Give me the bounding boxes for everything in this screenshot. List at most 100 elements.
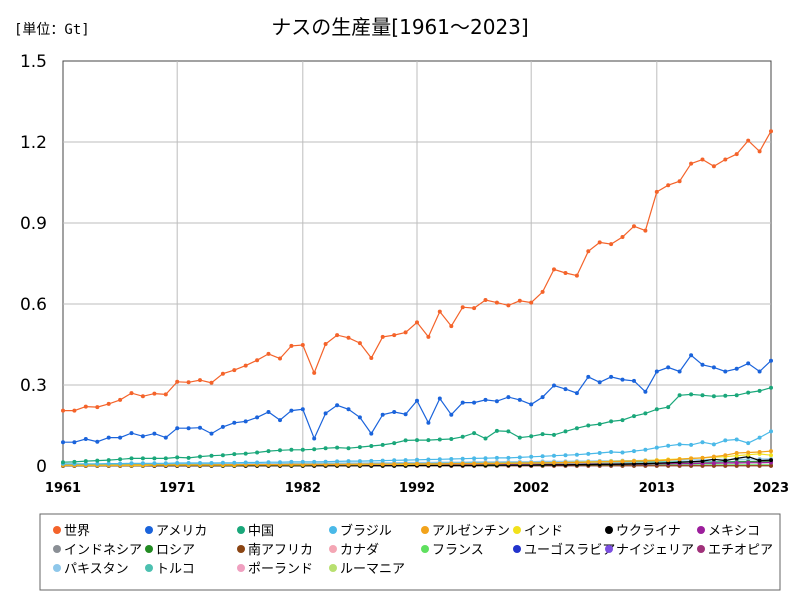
legend-marker — [237, 545, 245, 553]
data-point — [609, 419, 614, 424]
data-point — [757, 458, 762, 463]
legend-label: 南アフリカ — [248, 542, 313, 558]
legend-marker — [329, 545, 337, 553]
data-point — [106, 435, 111, 440]
data-point — [437, 461, 442, 466]
data-point — [700, 393, 705, 398]
data-point — [186, 455, 191, 460]
x-tick-label: 2013 — [639, 481, 675, 496]
data-point — [677, 442, 682, 447]
data-point — [734, 366, 739, 371]
legend-marker — [145, 545, 153, 553]
data-point — [392, 410, 397, 414]
legend-marker — [237, 526, 245, 534]
data-point — [140, 461, 145, 466]
y-tick-label: 0.3 — [20, 376, 47, 396]
gridlines — [63, 61, 771, 466]
data-point — [449, 412, 454, 417]
data-point — [266, 351, 271, 356]
x-tick-label: 1961 — [45, 481, 81, 496]
data-point — [483, 436, 488, 441]
data-point — [746, 463, 751, 468]
legend-item-19: ルーマニア — [329, 562, 405, 577]
data-point — [472, 306, 477, 311]
data-point — [426, 334, 431, 339]
legend-marker — [421, 545, 429, 553]
data-point — [335, 333, 340, 338]
data-point — [118, 397, 123, 402]
data-point — [540, 289, 545, 294]
data-point — [677, 369, 682, 374]
data-point — [346, 462, 351, 467]
data-point — [654, 458, 659, 463]
data-point — [266, 449, 271, 454]
data-point — [666, 405, 671, 410]
data-point — [403, 412, 408, 417]
data-point — [769, 129, 773, 134]
data-point — [232, 368, 237, 373]
y-tick-label: 0 — [36, 457, 47, 477]
data-point — [700, 455, 705, 460]
data-point — [506, 429, 511, 434]
data-point — [323, 459, 328, 464]
legend-label: カナダ — [340, 543, 379, 558]
data-point — [95, 439, 100, 444]
data-point — [609, 459, 614, 464]
data-point — [449, 324, 454, 329]
data-point — [403, 330, 408, 335]
data-point — [494, 461, 499, 466]
series-3 — [61, 429, 773, 466]
data-point — [769, 429, 773, 434]
data-point — [769, 453, 773, 458]
legend-item-17: トルコ — [145, 562, 195, 577]
data-point — [472, 431, 477, 436]
data-point — [437, 396, 442, 401]
data-point — [266, 460, 271, 465]
data-point — [677, 457, 682, 462]
data-point — [483, 456, 488, 461]
data-point — [220, 371, 225, 376]
x-tick-label: 1982 — [285, 481, 321, 496]
data-point — [346, 335, 351, 340]
legend-item-18: ポーランド — [237, 562, 313, 577]
data-point — [300, 407, 305, 412]
data-point — [597, 451, 602, 455]
data-point — [506, 455, 511, 460]
data-point — [723, 453, 728, 458]
data-point — [106, 458, 111, 463]
data-point — [529, 454, 534, 459]
data-point — [415, 398, 419, 403]
data-point — [198, 461, 202, 465]
legend-item-12: フランス — [421, 543, 484, 558]
legend-label: エチオピア — [708, 543, 773, 558]
data-point — [620, 377, 625, 382]
data-point — [186, 380, 191, 385]
legend-item-9: ロシア — [145, 543, 195, 558]
data-point — [711, 454, 716, 459]
data-point — [472, 400, 477, 405]
data-point — [278, 418, 282, 423]
data-point — [552, 432, 556, 437]
data-point — [95, 405, 100, 410]
data-point — [140, 456, 145, 461]
data-point — [460, 461, 465, 466]
data-point — [312, 447, 317, 452]
legend-marker — [513, 545, 521, 553]
data-point — [654, 369, 659, 374]
data-point — [300, 459, 305, 464]
data-point — [540, 395, 545, 400]
data-point — [746, 450, 751, 455]
data-point — [472, 456, 477, 461]
data-point — [734, 393, 739, 398]
data-point — [586, 249, 591, 254]
data-point — [72, 408, 77, 413]
data-point — [266, 410, 271, 414]
data-point — [574, 273, 579, 278]
legend-item-16: パキスタン — [53, 562, 129, 577]
legend-marker — [53, 564, 61, 572]
data-point — [152, 456, 157, 461]
legend-marker — [421, 526, 429, 534]
data-point — [278, 356, 282, 361]
data-point — [289, 459, 294, 464]
